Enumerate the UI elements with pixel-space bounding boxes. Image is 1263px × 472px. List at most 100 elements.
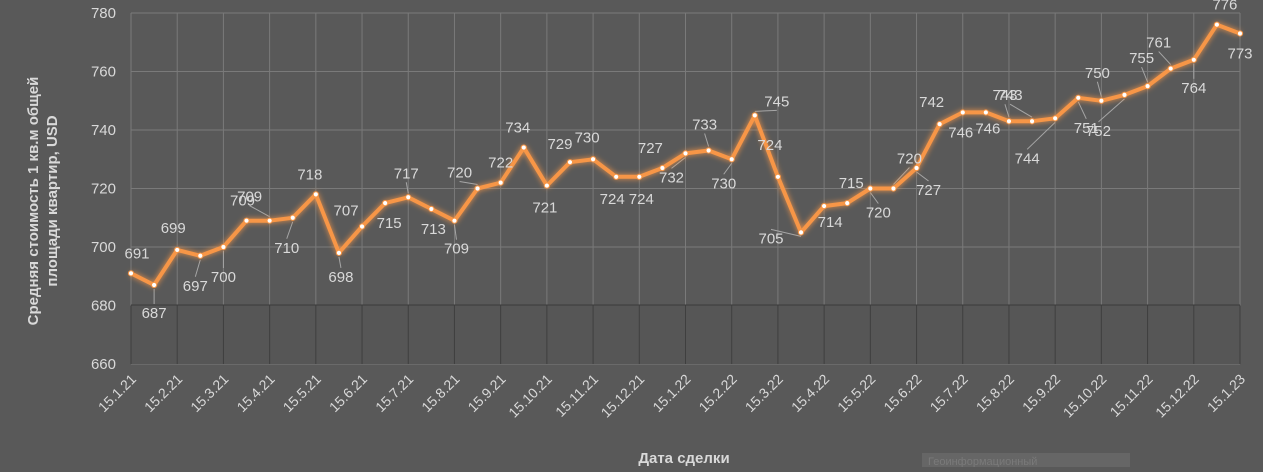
y-tick-label: 720 [91, 181, 116, 198]
data-point [821, 202, 828, 210]
data-label: 699 [161, 220, 186, 237]
label-leader [704, 133, 710, 147]
data-label: 724 [600, 191, 625, 208]
data-label: 709 [230, 193, 255, 210]
x-tick-label: 15.7.21 [372, 371, 416, 415]
data-point [312, 191, 319, 198]
data-label: 730 [575, 129, 600, 146]
x-axis-title: Дата сделки [638, 450, 729, 467]
y-axis-title: Средняя стоимость 1 кв.м общей площади к… [25, 77, 61, 326]
data-point [520, 144, 527, 151]
data-label: 751 [1074, 120, 1099, 137]
data-point [705, 147, 712, 154]
x-tick-label: 15.4.21 [233, 371, 277, 415]
data-point [1121, 91, 1128, 99]
y-tick-label: 760 [91, 64, 116, 81]
data-label: 752 [1086, 123, 1111, 140]
data-point [751, 112, 758, 119]
data-label: 697 [183, 278, 208, 295]
data-point [1005, 118, 1013, 125]
data-label: 715 [377, 215, 402, 232]
data-label: 745 [764, 93, 789, 110]
data-label: 724 [757, 137, 782, 154]
data-point [959, 109, 966, 116]
y-tick-label: 700 [91, 239, 116, 256]
label-leader [1098, 98, 1125, 123]
data-label: 742 [919, 94, 944, 111]
data-label: 713 [421, 221, 446, 238]
data-point [566, 159, 574, 166]
data-label: 722 [488, 155, 513, 172]
x-tick-label: 15.1.22 [649, 371, 693, 415]
data-label: 715 [839, 175, 864, 192]
data-label: 730 [711, 175, 736, 192]
data-label: 729 [547, 136, 572, 153]
data-point [220, 243, 227, 251]
y-axis-title-line-1: Средняя стоимость 1 кв.м общей [25, 77, 42, 326]
x-tick-label: 15.2.21 [141, 371, 185, 415]
x-tick-label: 15.8.21 [418, 371, 462, 415]
data-point [913, 164, 920, 172]
data-point [543, 182, 550, 189]
data-label: 700 [211, 269, 236, 286]
data-label: 709 [444, 241, 469, 258]
data-label: 705 [759, 230, 784, 247]
x-tick-label: 15.10.21 [505, 371, 555, 421]
label-leader [1026, 121, 1056, 150]
x-tick-label: 15.8.22 [973, 371, 1017, 415]
data-point [358, 223, 366, 230]
data-label: 707 [334, 203, 359, 220]
label-leader [869, 192, 879, 204]
x-tick-label: 15.1.23 [1204, 371, 1248, 415]
data-label: 727 [916, 182, 941, 199]
data-point [266, 217, 273, 224]
x-tick-label: 15.6.21 [326, 371, 370, 415]
x-tick-label: 15.7.22 [927, 371, 971, 415]
data-label: 743 [992, 87, 1017, 104]
data-point [474, 185, 481, 192]
label-leader [1158, 51, 1172, 65]
data-point [589, 156, 597, 163]
data-point [890, 185, 897, 192]
label-leader [459, 181, 478, 185]
x-tick-label: 15.9.22 [1019, 371, 1063, 415]
series-line-group [127, 21, 1244, 289]
data-point [936, 121, 943, 128]
x-tick-label: 15.2.22 [695, 371, 739, 415]
x-tick-label: 15.12.21 [598, 371, 648, 421]
data-label: 720 [447, 165, 472, 182]
data-point [844, 200, 851, 207]
data-point [151, 281, 158, 289]
data-label: 773 [1227, 45, 1252, 62]
data-point [197, 252, 204, 259]
label-leader [194, 259, 201, 277]
label-leader [1004, 104, 1010, 118]
data-label: 717 [394, 165, 419, 182]
data-point [127, 270, 135, 277]
label-leader [770, 228, 802, 237]
label-leader [286, 221, 294, 239]
data-label: 727 [638, 140, 663, 157]
data-label: 720 [897, 151, 922, 168]
data-point [335, 249, 343, 256]
data-point [728, 156, 735, 163]
label-leader [1096, 81, 1102, 97]
data-label: 720 [866, 205, 891, 222]
data-labels: 6916876996977007097097107186987077157177… [124, 0, 1252, 322]
data-point [682, 150, 689, 157]
data-point [243, 217, 250, 224]
label-leader [1009, 103, 1033, 118]
data-label: 691 [124, 245, 149, 262]
y-tick-label: 780 [91, 5, 116, 22]
label-leader [453, 224, 457, 240]
data-point [382, 200, 389, 207]
data-label: 746 [975, 120, 1000, 137]
x-tick-label: 15.11.22 [1107, 371, 1156, 420]
x-axis-ticks: 15.1.21 15.2.21 15.3.21 15.4.21 15.5.21 15.6.… [95, 371, 1248, 421]
data-label: 709 [237, 189, 262, 206]
data-label: 750 [1085, 65, 1110, 82]
data-label: 776 [1212, 0, 1237, 14]
x-tick-label: 15.3.21 [187, 371, 231, 415]
data-label: 718 [297, 166, 322, 183]
